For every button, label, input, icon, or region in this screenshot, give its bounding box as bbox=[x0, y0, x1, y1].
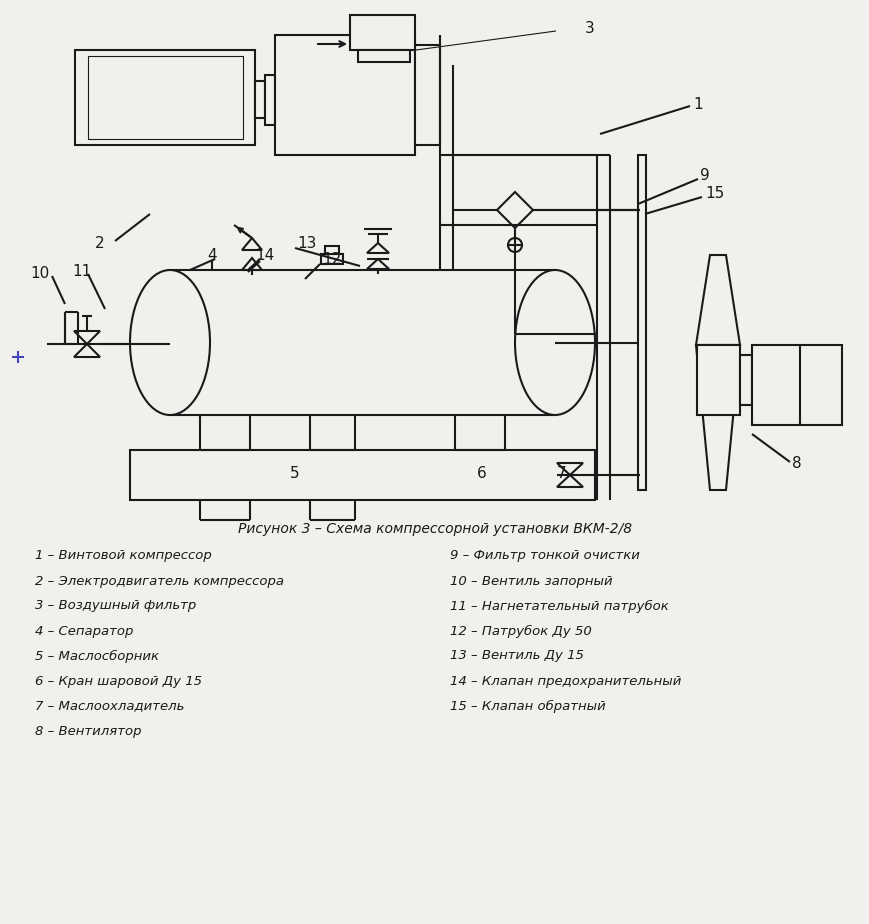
Text: Рисунок 3 – Схема компрессорной установки ВКМ-2/8: Рисунок 3 – Схема компрессорной установк… bbox=[237, 522, 632, 536]
Polygon shape bbox=[367, 243, 388, 253]
Text: 13 – Вентиль Ду 15: 13 – Вентиль Ду 15 bbox=[449, 650, 583, 663]
Bar bbox=[275, 35, 415, 155]
Polygon shape bbox=[242, 238, 262, 250]
Bar bbox=[129, 450, 594, 500]
Text: 2 – Электродвигатель компрессора: 2 – Электродвигатель компрессора bbox=[35, 575, 283, 588]
Bar bbox=[740, 355, 751, 405]
Bar bbox=[169, 270, 554, 415]
Text: 1 – Винтовой компрессор: 1 – Винтовой компрессор bbox=[35, 550, 211, 563]
Text: 7 – Маслоохладитель: 7 – Маслоохладитель bbox=[35, 699, 184, 712]
Bar bbox=[88, 56, 242, 139]
Bar bbox=[357, 50, 409, 62]
Text: 10 – Вентиль запорный: 10 – Вентиль запорный bbox=[449, 575, 612, 588]
Polygon shape bbox=[74, 331, 100, 344]
Polygon shape bbox=[695, 255, 740, 345]
Text: 1: 1 bbox=[693, 96, 702, 112]
Text: 9: 9 bbox=[700, 168, 709, 184]
Text: 11: 11 bbox=[72, 263, 91, 278]
Text: 15: 15 bbox=[704, 187, 723, 201]
Bar bbox=[637, 155, 646, 490]
Bar bbox=[751, 345, 841, 425]
Text: 7: 7 bbox=[556, 467, 567, 481]
Text: 5 – Маслосборник: 5 – Маслосборник bbox=[35, 650, 159, 663]
Polygon shape bbox=[367, 259, 388, 269]
Bar bbox=[415, 45, 440, 145]
Text: 11 – Нагнетательный патрубок: 11 – Нагнетательный патрубок bbox=[449, 600, 668, 613]
Bar bbox=[321, 254, 342, 264]
Text: 12: 12 bbox=[322, 251, 341, 266]
Text: 14: 14 bbox=[255, 249, 274, 263]
Bar bbox=[325, 246, 339, 254]
Text: 8 – Вентилятор: 8 – Вентилятор bbox=[35, 724, 142, 737]
Text: 3: 3 bbox=[585, 20, 594, 35]
Polygon shape bbox=[695, 345, 740, 490]
Text: 6 – Кран шаровой Ду 15: 6 – Кран шаровой Ду 15 bbox=[35, 675, 202, 687]
Bar bbox=[255, 81, 265, 118]
Text: 12 – Патрубок Ду 50: 12 – Патрубок Ду 50 bbox=[449, 625, 591, 638]
Text: 4 – Сепаратор: 4 – Сепаратор bbox=[35, 625, 133, 638]
Ellipse shape bbox=[129, 270, 209, 415]
Bar bbox=[349, 15, 415, 50]
Polygon shape bbox=[556, 463, 582, 475]
Text: 10: 10 bbox=[30, 266, 50, 282]
Polygon shape bbox=[242, 258, 262, 270]
Text: 13: 13 bbox=[296, 237, 316, 251]
Text: 8: 8 bbox=[791, 456, 800, 471]
Polygon shape bbox=[74, 344, 100, 357]
Bar bbox=[696, 345, 740, 415]
Text: 9 – Фильтр тонкой очистки: 9 – Фильтр тонкой очистки bbox=[449, 550, 639, 563]
Text: 5: 5 bbox=[290, 467, 300, 481]
Text: 3 – Воздушный фильтр: 3 – Воздушный фильтр bbox=[35, 600, 196, 613]
Bar bbox=[265, 75, 275, 125]
Ellipse shape bbox=[514, 270, 594, 415]
Polygon shape bbox=[556, 475, 582, 487]
Bar bbox=[75, 50, 255, 145]
Text: 4: 4 bbox=[207, 249, 216, 263]
Text: 15 – Клапан обратный: 15 – Клапан обратный bbox=[449, 699, 605, 712]
Text: 6: 6 bbox=[476, 467, 487, 481]
Text: 14 – Клапан предохранительный: 14 – Клапан предохранительный bbox=[449, 675, 680, 687]
Text: 2: 2 bbox=[95, 237, 104, 251]
